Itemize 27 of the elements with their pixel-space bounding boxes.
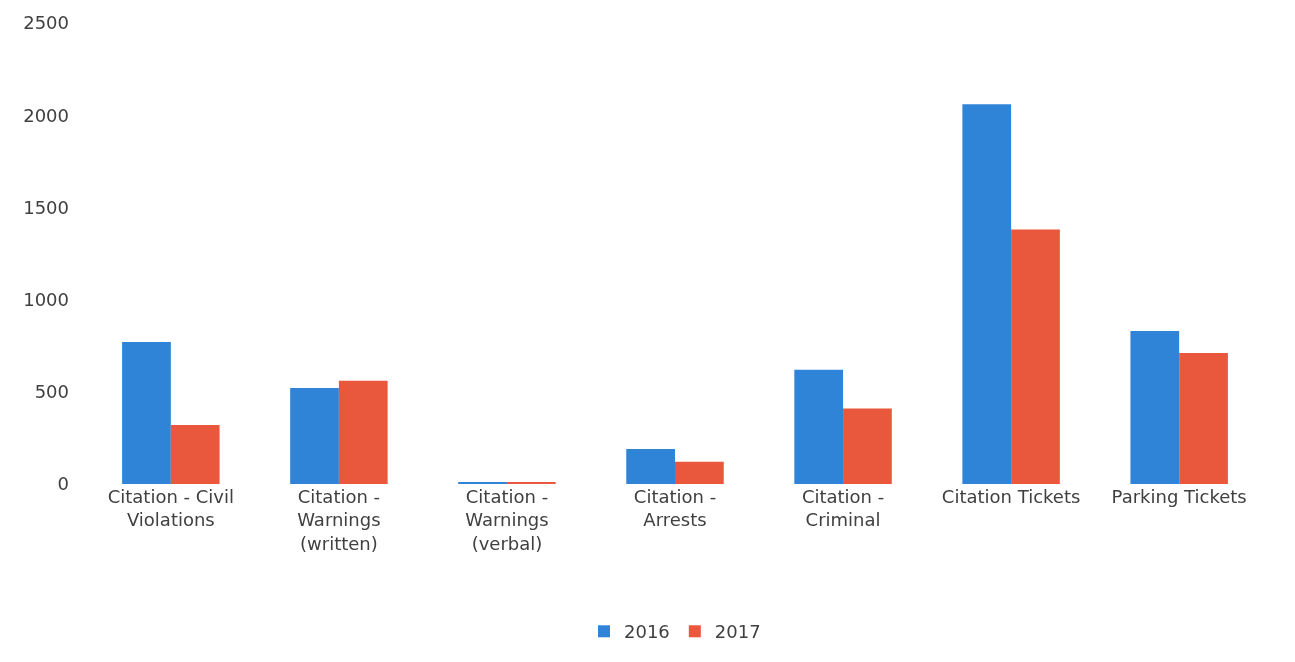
bar xyxy=(626,448,675,484)
x-tick-label: Citation - Civil Violations xyxy=(107,486,234,531)
x-tick-label: Citation - Warnings (verbal) xyxy=(465,486,549,554)
y-tick-label: 500 xyxy=(34,381,69,403)
y-tick-label: 2000 xyxy=(23,104,69,126)
bar xyxy=(1011,229,1060,484)
x-tick-label: Citation Tickets xyxy=(941,486,1081,507)
bar xyxy=(1130,330,1180,484)
bar xyxy=(675,461,724,484)
y-tick-label: 0 xyxy=(57,473,69,495)
bar xyxy=(794,369,844,484)
bar xyxy=(290,388,339,484)
bar xyxy=(843,408,892,484)
y-tick-label: 1500 xyxy=(23,196,69,218)
x-tick-label: Parking Tickets xyxy=(1111,486,1247,507)
legend-label: 2017 xyxy=(714,621,761,643)
bar xyxy=(962,104,1012,484)
bar xyxy=(338,380,388,484)
bar xyxy=(1179,353,1228,484)
y-tick-label: 1000 xyxy=(23,288,69,310)
legend-label: 2016 xyxy=(624,621,670,643)
bar xyxy=(122,342,171,484)
x-tick-label: Citation - Criminal xyxy=(801,486,885,531)
x-tick-label: Citation - Warnings (written) xyxy=(297,486,381,554)
x-tick-label: Citation - Arrests xyxy=(633,486,717,531)
y-tick-label: 2500 xyxy=(23,12,69,34)
bar xyxy=(170,424,220,484)
